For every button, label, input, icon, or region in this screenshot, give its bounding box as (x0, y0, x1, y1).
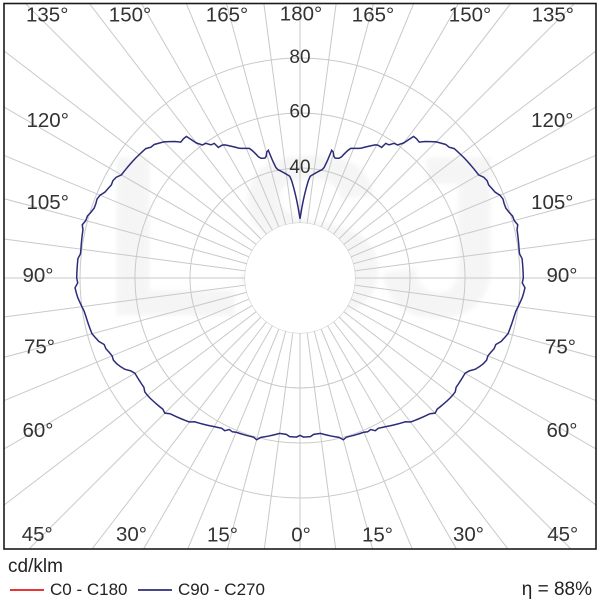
svg-text:30°: 30° (116, 523, 147, 546)
svg-text:80: 80 (289, 47, 310, 68)
svg-text:60°: 60° (546, 419, 577, 442)
svg-text:45°: 45° (22, 523, 53, 546)
svg-text:cd/klm: cd/klm (8, 556, 63, 577)
svg-text:120°: 120° (531, 109, 573, 132)
svg-text:75°: 75° (545, 335, 576, 358)
svg-text:150°: 150° (109, 3, 151, 26)
svg-text:C90 - C270: C90 - C270 (178, 580, 265, 599)
svg-text:15°: 15° (362, 523, 393, 546)
svg-text:30°: 30° (453, 523, 484, 546)
svg-text:135°: 135° (532, 3, 574, 26)
svg-text:45°: 45° (547, 523, 578, 546)
svg-text:60°: 60° (23, 419, 54, 442)
svg-text:0°: 0° (291, 523, 311, 546)
svg-text:40: 40 (289, 157, 310, 178)
svg-text:75°: 75° (24, 335, 55, 358)
svg-text:60: 60 (289, 102, 310, 123)
svg-text:90°: 90° (546, 264, 577, 287)
svg-text:C0 - C180: C0 - C180 (50, 580, 127, 599)
svg-text:η = 88%: η = 88% (522, 579, 592, 600)
svg-text:105°: 105° (27, 191, 69, 214)
svg-text:180°: 180° (280, 2, 322, 25)
svg-text:120°: 120° (27, 109, 69, 132)
svg-text:135°: 135° (26, 3, 68, 26)
svg-text:90°: 90° (23, 264, 54, 287)
svg-text:150°: 150° (449, 3, 491, 26)
svg-text:165°: 165° (206, 3, 248, 26)
svg-text:105°: 105° (531, 191, 573, 214)
svg-text:165°: 165° (352, 3, 394, 26)
svg-text:15°: 15° (207, 523, 238, 546)
